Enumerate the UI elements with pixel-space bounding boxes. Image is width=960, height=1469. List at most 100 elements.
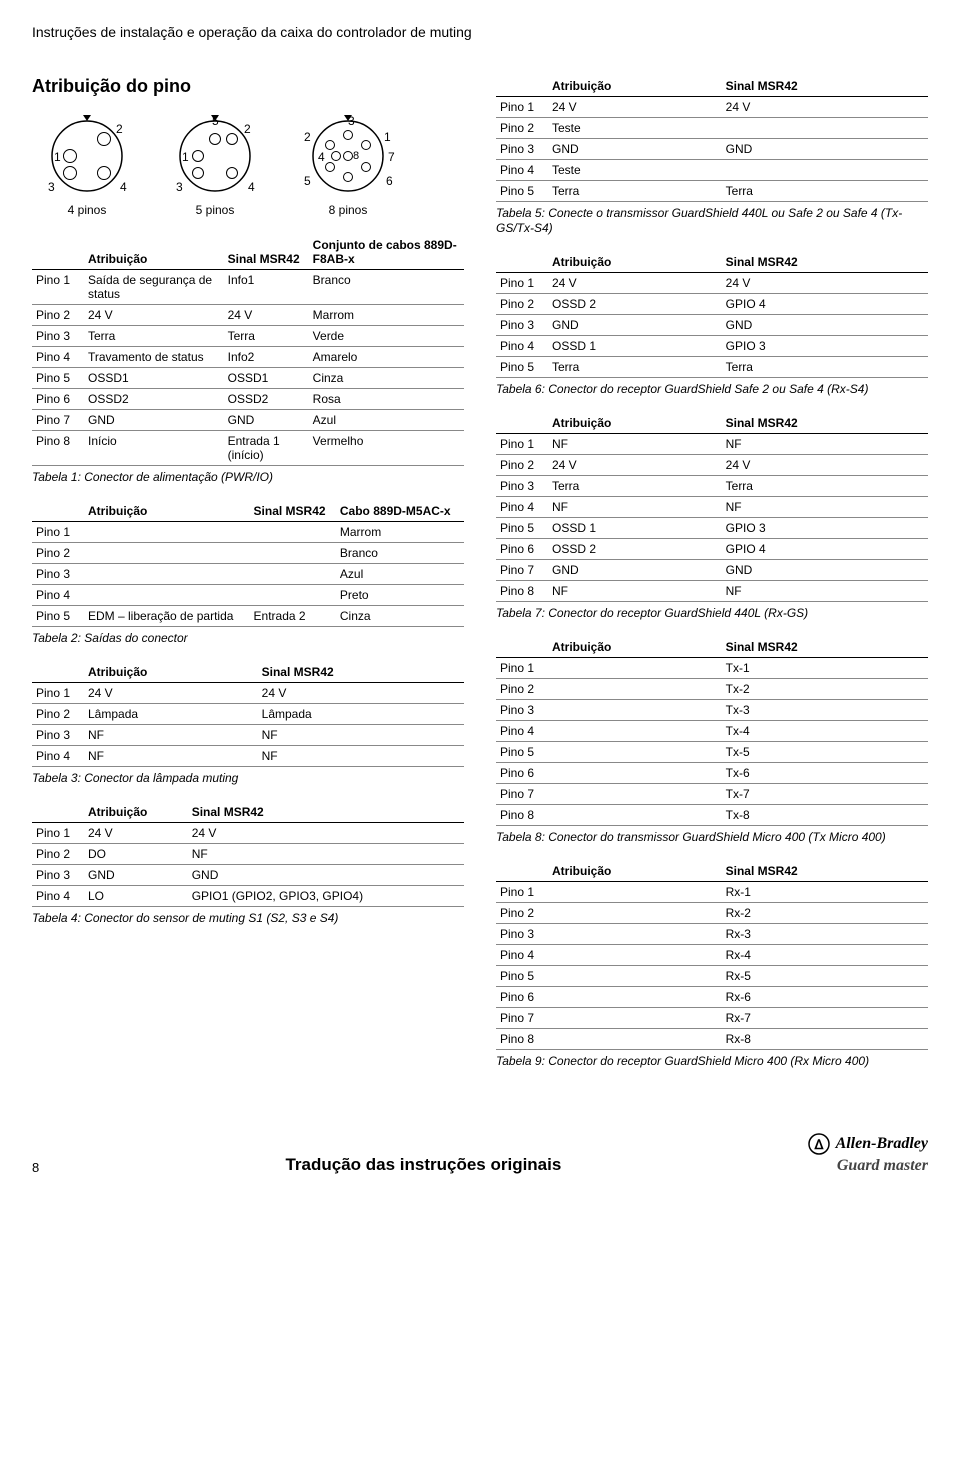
table-cell: Pino 8 [496, 581, 548, 602]
table-row: Pino 2DONF [32, 844, 464, 865]
table-cell: Amarelo [309, 347, 464, 368]
table-cell: 24 V [84, 823, 188, 844]
table-cell: Pino 2 [496, 679, 548, 700]
table-cell [84, 564, 250, 585]
table-caption: Tabela 3: Conector da lâmpada muting [32, 771, 464, 786]
table-cell [548, 679, 722, 700]
pin-table: AtribuiçãoSinal MSR42Pino 124 V24 VPino … [496, 252, 928, 378]
table-cell: NF [258, 725, 464, 746]
table-cell: Pino 8 [32, 431, 84, 466]
table-cell: Terra [548, 357, 722, 378]
table-cell: Rx-5 [722, 966, 928, 987]
table-cell: Cinza [309, 368, 464, 389]
table-cell: Pino 6 [32, 389, 84, 410]
table-header: Sinal MSR42 [722, 76, 928, 97]
table-cell [548, 763, 722, 784]
pin-table: AtribuiçãoSinal MSR42Pino 1NFNFPino 224 … [496, 413, 928, 602]
table-cell: Terra [722, 181, 928, 202]
svg-text:4: 4 [120, 180, 127, 194]
table-row: Pino 7GNDGND [496, 560, 928, 581]
table-row: Pino 4NFNF [496, 497, 928, 518]
table-cell: 24 V [84, 305, 224, 326]
table-header: Atribuição [548, 413, 722, 434]
table-cell: Pino 1 [496, 882, 548, 903]
svg-text:4: 4 [318, 150, 325, 164]
table-cell: Tx-5 [722, 742, 928, 763]
table-cell: Verde [309, 326, 464, 347]
table-row: Pino 1Tx-1 [496, 658, 928, 679]
page-number: 8 [32, 1160, 39, 1175]
table-cell: NF [722, 434, 928, 455]
svg-text:3: 3 [348, 114, 355, 128]
table-cell [548, 805, 722, 826]
table-cell: Pino 5 [32, 368, 84, 389]
table-cell: OSSD 1 [548, 518, 722, 539]
table-cell: Pino 4 [32, 585, 84, 606]
pin-table: AtribuiçãoSinal MSR42Pino 124 V24 VPino … [32, 662, 464, 767]
table-cell: Saída de segurança de status [84, 270, 224, 305]
table-header [496, 637, 548, 658]
table-cell: NF [84, 746, 258, 767]
table-header: Atribuição [548, 76, 722, 97]
table-cell: Azul [309, 410, 464, 431]
table-header [496, 413, 548, 434]
table-header: Atribuição [84, 235, 224, 270]
table-cell [84, 543, 250, 564]
table-cell: EDM – liberação de partida [84, 606, 250, 627]
table-row: Pino 3Tx-3 [496, 700, 928, 721]
svg-text:1: 1 [54, 150, 61, 164]
table-cell: Pino 5 [496, 966, 548, 987]
table-cell: Terra [224, 326, 309, 347]
table-row: Pino 1Marrom [32, 522, 464, 543]
connector-5pin-label: 5 pinos [196, 203, 235, 217]
table-cell: Branco [309, 270, 464, 305]
table-cell: Branco [336, 543, 464, 564]
table-row: Pino 4Preto [32, 585, 464, 606]
table-4: AtribuiçãoSinal MSR42Pino 124 V24 VPino … [32, 802, 464, 926]
connector-4pin-label: 4 pinos [68, 203, 107, 217]
table-header: Atribuição [84, 501, 250, 522]
table-cell: GPIO 3 [722, 336, 928, 357]
table-cell: NF [84, 725, 258, 746]
connector-8pin: 1 7 6 3 2 4 5 8 8 pinos [288, 109, 408, 217]
table-cell: Marrom [336, 522, 464, 543]
table-row: Pino 2LâmpadaLâmpada [32, 704, 464, 725]
table-cell: GND [84, 410, 224, 431]
table-cell: Travamento de status [84, 347, 224, 368]
table-cell: Info2 [224, 347, 309, 368]
table-cell [548, 742, 722, 763]
table-cell: Entrada 2 [250, 606, 336, 627]
table-row: Pino 2Tx-2 [496, 679, 928, 700]
table-cell: GND [188, 865, 464, 886]
table-cell [548, 903, 722, 924]
table-row: Pino 5OSSD 1GPIO 3 [496, 518, 928, 539]
table-row: Pino 4Rx-4 [496, 945, 928, 966]
table-cell: Pino 5 [496, 742, 548, 763]
table-cell: Rx-2 [722, 903, 928, 924]
table-cell: Entrada 1 (início) [224, 431, 309, 466]
table-cell: Pino 6 [496, 763, 548, 784]
table-cell: Info1 [224, 270, 309, 305]
table-cell: Pino 2 [496, 294, 548, 315]
table-cell: 24 V [548, 455, 722, 476]
table-cell: Rx-8 [722, 1029, 928, 1050]
table-header: Atribuição [548, 637, 722, 658]
table-header [32, 235, 84, 270]
table-cell: NF [722, 497, 928, 518]
table-cell: Pino 4 [496, 497, 548, 518]
table-cell: Pino 5 [496, 181, 548, 202]
table-header: Sinal MSR42 [722, 413, 928, 434]
table-cell [250, 585, 336, 606]
table-header [496, 861, 548, 882]
table-caption: Tabela 4: Conector do sensor de muting S… [32, 911, 464, 926]
table-5: AtribuiçãoSinal MSR42Pino 124 V24 V Pino … [496, 76, 928, 236]
table-row: Pino 4NFNF [32, 746, 464, 767]
pin-table: AtribuiçãoSinal MSR42Cabo 889D-M5AC-xPin… [32, 501, 464, 627]
table-cell [250, 543, 336, 564]
table-row: Pino 124 V24 V [496, 97, 928, 118]
table-row: Pino 3Rx-3 [496, 924, 928, 945]
svg-text:7: 7 [388, 150, 395, 164]
document-header: Instruções de instalação e operação da c… [32, 24, 928, 40]
table-cell: Início [84, 431, 224, 466]
table-cell: Pino 4 [32, 886, 84, 907]
